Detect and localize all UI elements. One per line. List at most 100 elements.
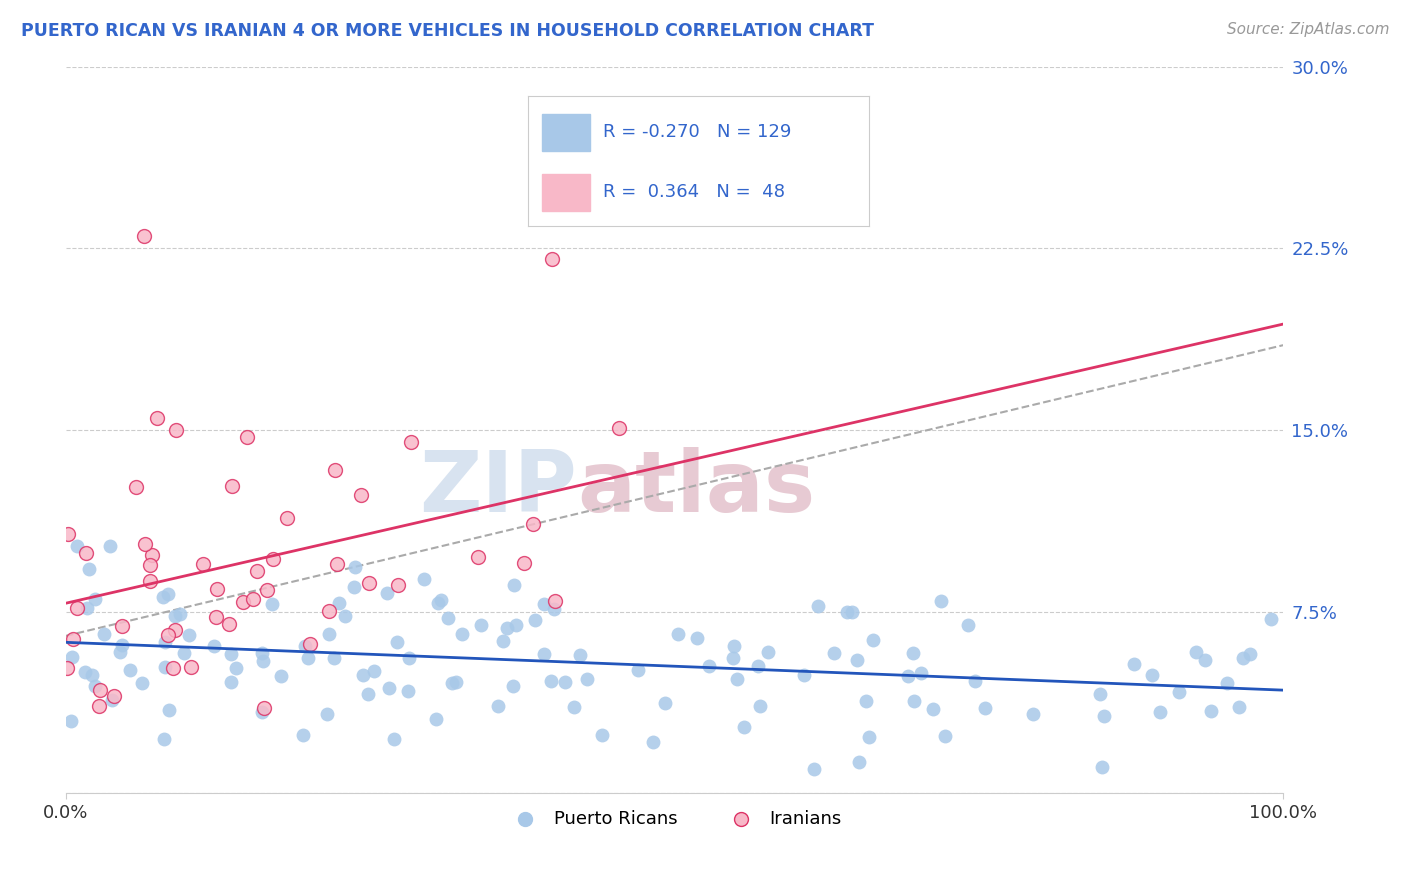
Point bbox=[686, 631, 709, 645]
Point bbox=[1260, 612, 1282, 626]
Point bbox=[956, 617, 979, 632]
Point bbox=[246, 565, 269, 579]
Point bbox=[363, 664, 385, 678]
Point bbox=[323, 463, 346, 477]
Point bbox=[77, 561, 100, 575]
Point bbox=[910, 666, 932, 681]
Point bbox=[533, 647, 555, 661]
Point bbox=[862, 633, 884, 648]
Point bbox=[294, 640, 316, 654]
Point bbox=[169, 607, 191, 621]
Point bbox=[748, 699, 770, 714]
Point bbox=[377, 681, 399, 695]
Point bbox=[218, 617, 240, 632]
Point bbox=[56, 661, 79, 675]
Point bbox=[523, 613, 546, 627]
Point bbox=[318, 627, 340, 641]
Point bbox=[221, 479, 243, 493]
Point bbox=[903, 693, 925, 707]
Legend: Puerto Ricans, Iranians: Puerto Ricans, Iranians bbox=[499, 803, 849, 835]
Point bbox=[666, 627, 689, 641]
Point bbox=[162, 661, 184, 675]
Point bbox=[756, 645, 779, 659]
Point bbox=[823, 646, 845, 660]
Point bbox=[333, 609, 356, 624]
Point bbox=[120, 663, 142, 677]
Point bbox=[627, 663, 650, 677]
Point bbox=[262, 551, 284, 566]
Point bbox=[132, 229, 155, 244]
Point bbox=[270, 669, 292, 683]
Point bbox=[141, 548, 163, 562]
Point bbox=[157, 587, 180, 601]
Point bbox=[426, 596, 449, 610]
Text: Source: ZipAtlas.com: Source: ZipAtlas.com bbox=[1226, 22, 1389, 37]
Point bbox=[1216, 675, 1239, 690]
Point bbox=[1185, 644, 1208, 658]
Point bbox=[1088, 687, 1111, 701]
Point bbox=[641, 734, 664, 748]
Point bbox=[165, 423, 187, 437]
Point bbox=[1232, 650, 1254, 665]
Point bbox=[803, 762, 825, 776]
Point bbox=[153, 635, 176, 649]
Point bbox=[62, 632, 84, 646]
Point bbox=[522, 516, 544, 531]
Point bbox=[89, 683, 111, 698]
Point bbox=[108, 645, 131, 659]
Point bbox=[1149, 705, 1171, 719]
Point bbox=[1122, 657, 1144, 671]
Point bbox=[721, 651, 744, 665]
Point bbox=[1091, 760, 1114, 774]
Point bbox=[540, 674, 562, 689]
Text: ZIP: ZIP bbox=[419, 447, 576, 530]
Point bbox=[425, 712, 447, 726]
Point bbox=[357, 687, 380, 701]
Point bbox=[387, 578, 409, 592]
Point bbox=[145, 410, 167, 425]
Point bbox=[385, 635, 408, 649]
Point bbox=[139, 558, 162, 573]
Point bbox=[929, 594, 952, 608]
Point bbox=[76, 600, 98, 615]
Point bbox=[342, 581, 364, 595]
Point bbox=[723, 640, 745, 654]
Point bbox=[543, 602, 565, 616]
Point bbox=[349, 488, 371, 502]
Point bbox=[328, 596, 350, 610]
Point bbox=[66, 600, 89, 615]
Point bbox=[60, 650, 83, 665]
Point bbox=[564, 700, 586, 714]
Point bbox=[467, 549, 489, 564]
Point bbox=[486, 698, 509, 713]
Point bbox=[205, 610, 228, 624]
Point bbox=[533, 597, 555, 611]
Point bbox=[569, 648, 592, 662]
Point bbox=[382, 732, 405, 747]
Point bbox=[451, 627, 474, 641]
Point bbox=[858, 730, 880, 744]
Point bbox=[1092, 709, 1115, 723]
Point bbox=[165, 609, 187, 624]
Point bbox=[82, 668, 104, 682]
Point bbox=[837, 605, 859, 619]
Point bbox=[139, 574, 162, 588]
Point bbox=[934, 729, 956, 743]
Point bbox=[974, 701, 997, 715]
Point bbox=[1227, 699, 1250, 714]
Point bbox=[84, 680, 107, 694]
Point bbox=[225, 661, 247, 675]
Point bbox=[591, 728, 613, 742]
Point bbox=[179, 628, 201, 642]
Point bbox=[56, 526, 79, 541]
Point bbox=[901, 646, 924, 660]
Point bbox=[502, 679, 524, 693]
Point bbox=[413, 572, 436, 586]
Point bbox=[554, 675, 576, 690]
Point bbox=[747, 659, 769, 673]
Point bbox=[157, 703, 180, 717]
Point bbox=[219, 647, 242, 661]
Point bbox=[101, 693, 124, 707]
Point bbox=[359, 576, 381, 591]
Point bbox=[697, 659, 720, 673]
